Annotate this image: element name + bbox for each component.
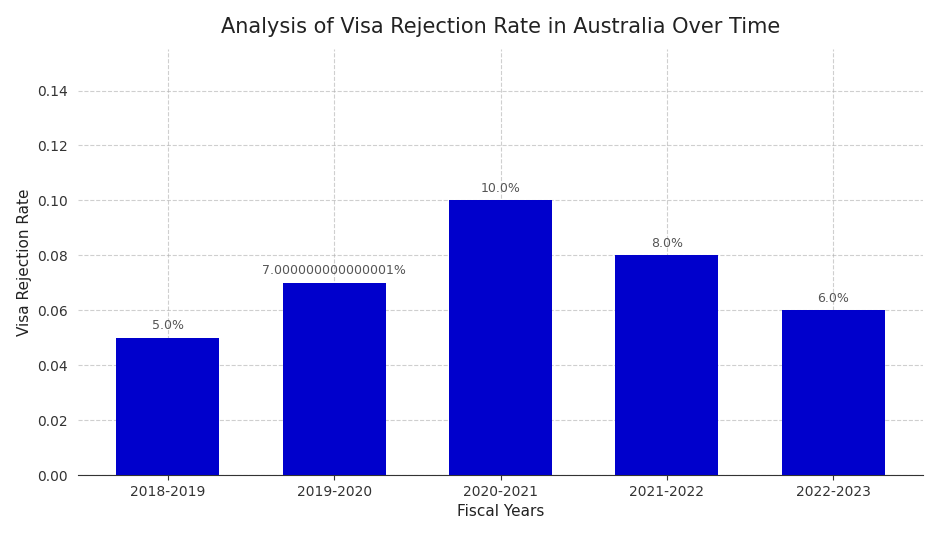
Bar bbox=[117, 338, 219, 475]
Bar bbox=[283, 283, 385, 475]
Text: 10.0%: 10.0% bbox=[480, 182, 521, 195]
Bar bbox=[449, 200, 552, 475]
Text: 7.000000000000001%: 7.000000000000001% bbox=[262, 264, 406, 277]
Text: 6.0%: 6.0% bbox=[818, 292, 849, 304]
Y-axis label: Visa Rejection Rate: Visa Rejection Rate bbox=[17, 189, 32, 336]
Text: 8.0%: 8.0% bbox=[650, 237, 683, 250]
Text: 5.0%: 5.0% bbox=[151, 319, 183, 332]
Title: Analysis of Visa Rejection Rate in Australia Over Time: Analysis of Visa Rejection Rate in Austr… bbox=[221, 17, 780, 36]
X-axis label: Fiscal Years: Fiscal Years bbox=[457, 504, 544, 519]
Bar bbox=[616, 255, 718, 475]
Bar bbox=[782, 310, 885, 475]
